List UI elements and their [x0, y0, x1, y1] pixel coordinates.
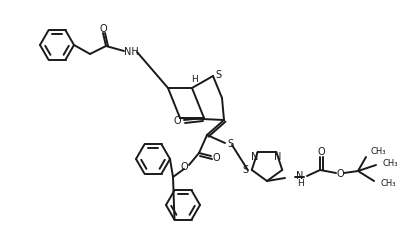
Text: N: N: [296, 171, 304, 181]
Text: CH₃: CH₃: [370, 146, 386, 155]
Text: S: S: [227, 139, 233, 149]
Text: CH₃: CH₃: [382, 160, 398, 169]
Text: S: S: [243, 165, 249, 175]
Text: O: O: [180, 162, 188, 172]
Text: O: O: [336, 169, 344, 179]
Text: O: O: [212, 153, 220, 163]
Text: CH₃: CH₃: [380, 179, 395, 188]
Text: N: N: [251, 152, 258, 162]
Text: O: O: [99, 24, 107, 34]
Text: S: S: [215, 70, 221, 80]
Text: N: N: [274, 152, 281, 162]
Text: O: O: [173, 116, 181, 126]
Text: H: H: [190, 75, 198, 83]
Text: NH: NH: [124, 47, 138, 57]
Text: H: H: [297, 178, 303, 187]
Text: O: O: [317, 147, 325, 157]
